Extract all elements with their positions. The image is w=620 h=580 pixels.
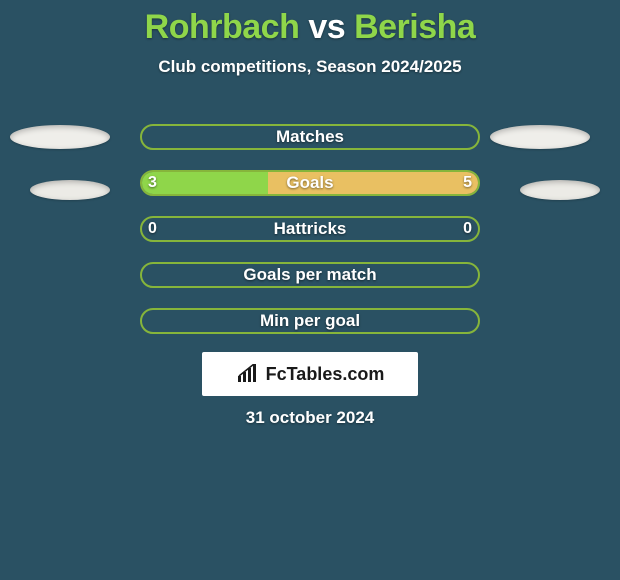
vs-text: vs xyxy=(308,8,345,46)
stat-row: Goals per match xyxy=(0,258,620,304)
stat-label: Goals xyxy=(142,172,478,194)
subtitle: Club competitions, Season 2024/2025 xyxy=(0,47,620,77)
stat-label: Goals per match xyxy=(142,264,478,286)
stat-value-left: 0 xyxy=(148,216,157,242)
stat-bar: Goals xyxy=(140,170,480,196)
source-logo: FcTables.com xyxy=(202,352,418,396)
page-title: Rohrbach vs Berisha xyxy=(0,0,620,47)
infographic-root: Rohrbach vs Berisha Club competitions, S… xyxy=(0,0,620,580)
stat-value-right: 0 xyxy=(463,216,472,242)
stat-bar: Goals per match xyxy=(140,262,480,288)
player1-name: Rohrbach xyxy=(145,8,300,46)
chart-icon xyxy=(236,364,260,384)
stat-bar: Matches xyxy=(140,124,480,150)
date-text: 31 october 2024 xyxy=(0,408,620,428)
stat-value-left: 3 xyxy=(148,170,157,196)
player2-name: Berisha xyxy=(354,8,475,46)
stat-label: Min per goal xyxy=(142,310,478,332)
avatar-ellipse xyxy=(520,180,600,200)
avatar-ellipse xyxy=(490,125,590,149)
avatar-ellipse xyxy=(30,180,110,200)
stat-bar: Min per goal xyxy=(140,308,480,334)
stat-row: Min per goal xyxy=(0,304,620,350)
stat-label: Matches xyxy=(142,126,478,148)
stat-label: Hattricks xyxy=(142,218,478,240)
stats-container: Matches Goals3 5 Hattricks0 0 Goals per match… xyxy=(0,120,620,350)
stat-row: Hattricks0 0 xyxy=(0,212,620,258)
stat-value-right: 5 xyxy=(463,170,472,196)
avatar-ellipse xyxy=(10,125,110,149)
logo-text: FcTables.com xyxy=(266,364,385,385)
stat-bar: Hattricks xyxy=(140,216,480,242)
